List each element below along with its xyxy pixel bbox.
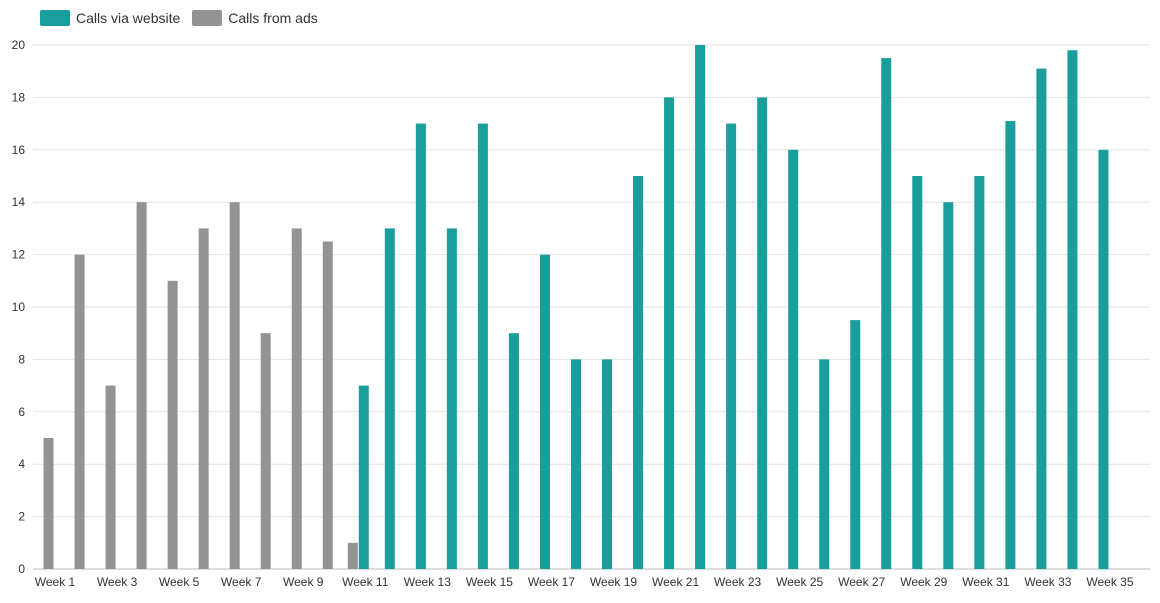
bar-calls-via-website [446,228,457,569]
legend-label-ads: Calls from ads [228,10,318,26]
legend-label-website: Calls via website [76,10,181,26]
bar-calls-via-website [726,123,737,569]
bar-calls-via-website [477,123,488,569]
y-tick-label: 20 [12,38,26,52]
x-tick-label: Week 9 [283,575,324,589]
y-tick-label: 6 [18,405,25,419]
x-tick-label: Week 3 [97,575,138,589]
x-tick-label: Week 7 [221,575,262,589]
x-tick-label: Week 27 [838,575,885,589]
legend: Calls via website Calls from ads [40,10,318,26]
bar-calls-via-website [819,359,830,569]
bar-calls-from-ads [229,202,240,569]
y-tick-label: 8 [18,352,25,366]
y-tick-label: 4 [18,457,25,471]
bar-calls-via-website [358,385,369,569]
bar-calls-from-ads [198,228,209,569]
bar-calls-from-ads [43,438,54,569]
x-tick-label: Week 17 [528,575,575,589]
y-tick-label: 14 [12,195,26,209]
bar-calls-from-ads [291,228,302,569]
bar-calls-from-ads [322,241,333,569]
bar-calls-via-website [633,176,644,569]
bar-calls-via-website [850,320,861,569]
bar-calls-from-ads [136,202,147,569]
x-tick-label: Week 19 [590,575,637,589]
y-tick-label: 10 [12,300,26,314]
bar-calls-via-website [695,45,706,569]
y-tick-label: 16 [12,143,26,157]
bar-calls-via-website [508,333,519,569]
x-tick-label: Week 1 [35,575,76,589]
bar-calls-from-ads [105,385,116,569]
bar-calls-via-website [788,149,799,570]
bar-calls-via-website [757,97,768,570]
legend-swatch-ads [192,10,223,26]
bar-calls-via-website [664,97,675,570]
bar-calls-via-website [539,254,550,569]
bar-calls-via-website [1067,50,1078,570]
x-tick-label: Week 33 [1024,575,1071,589]
legend-item-ads[interactable]: Calls from ads [192,10,318,26]
bar-calls-from-ads [347,542,358,569]
bar-calls-via-website [912,176,923,569]
bar-calls-via-website [881,58,892,569]
x-tick-label: Week 35 [1086,575,1133,589]
x-tick-label: Week 23 [714,575,761,589]
legend-swatch-website [40,10,70,26]
y-tick-label: 18 [12,90,26,104]
x-tick-label: Week 13 [404,575,451,589]
bar-calls-via-website [415,123,426,569]
x-tick-label: Week 15 [466,575,513,589]
bar-calls-from-ads [74,254,85,569]
bar-calls-from-ads [260,333,271,569]
x-tick-label: Week 11 [342,575,389,589]
bar-calls-via-website [570,359,581,569]
x-tick-label: Week 31 [962,575,1009,589]
bar-calls-via-website [1036,68,1047,569]
x-tick-label: Week 29 [900,575,947,589]
bar-calls-from-ads [167,280,178,569]
bar-calls-via-website [974,176,985,569]
x-tick-label: Week 5 [159,575,200,589]
legend-item-website[interactable]: Calls via website [40,10,180,26]
bar-calls-via-website [384,228,395,569]
y-tick-label: 0 [18,562,25,576]
y-tick-label: 12 [12,248,26,262]
bar-calls-via-website [1005,120,1016,569]
bar-calls-via-website [943,202,954,569]
bar-calls-via-website [602,359,613,569]
y-tick-label: 2 [18,510,25,524]
x-tick-label: Week 25 [776,575,823,589]
x-tick-label: Week 21 [652,575,699,589]
bar-calls-via-website [1098,149,1109,570]
